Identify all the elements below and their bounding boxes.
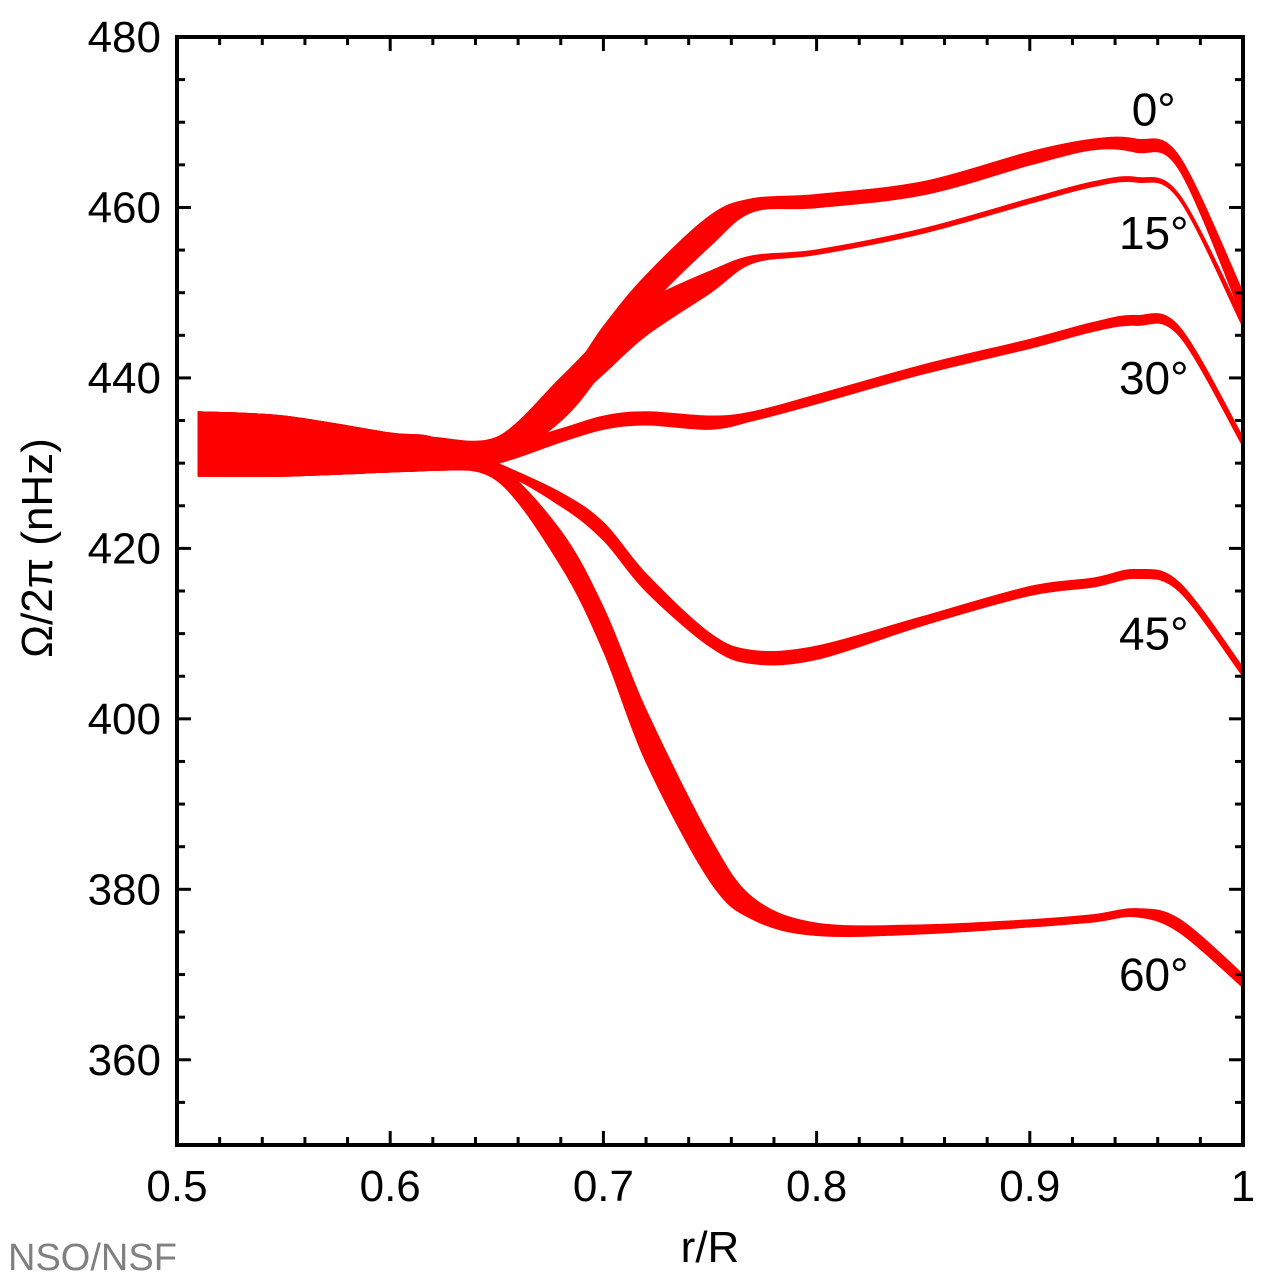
band-label: 15° [1119,207,1189,259]
y-tick-label: 380 [88,865,161,914]
y-tick-label: 480 [88,13,161,62]
y-tick-label: 460 [88,183,161,232]
y-axis-title: Ω/2π (nHz) [13,438,62,658]
band-5 [197,411,1244,989]
y-tick-label: 400 [88,695,161,744]
x-tick-label: 1 [1231,1162,1255,1211]
band-label: 45° [1119,608,1189,660]
x-tick-label: 0.6 [360,1162,421,1211]
band-label: 30° [1119,352,1189,404]
y-tick-label: 360 [88,1036,161,1085]
band-labels-layer: 0° 15° 30° 45° 60° [1119,83,1189,1000]
x-axis-title: r/R [681,1223,740,1272]
x-tick-label: 0.9 [999,1162,1060,1211]
y-tick-label: 440 [88,354,161,403]
plot-frame [175,35,1245,1147]
band-label: 0° [1132,83,1176,135]
x-tick-label: 0.8 [786,1162,847,1211]
ticks-layer: 0.5 0.6 0.7 0.8 0.9 1 360 380 400 420 440 460 480 [88,13,1256,1211]
bands-layer [197,136,1244,989]
credit-text: NSO/NSF [8,1237,177,1279]
x-tick-label: 0.5 [146,1162,207,1211]
y-tick-label: 420 [88,524,161,573]
x-tick-label: 0.7 [573,1162,634,1211]
band-label: 60° [1119,949,1189,1001]
